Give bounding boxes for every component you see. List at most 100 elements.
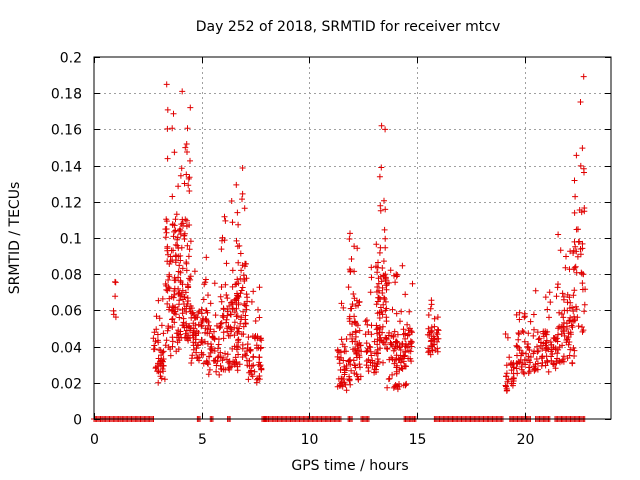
data-point: [390, 384, 397, 391]
data-point: [567, 248, 574, 255]
data-point: [211, 335, 218, 342]
data-point: [392, 279, 399, 286]
data-point: [577, 251, 584, 258]
y-tick-label: 0.02: [51, 377, 82, 393]
data-point: [183, 141, 190, 147]
data-point: [153, 313, 160, 320]
data-point: [246, 363, 253, 370]
data-point: [341, 379, 348, 386]
data-point: [384, 346, 391, 352]
data-point: [219, 357, 226, 364]
data-point: [386, 329, 393, 336]
y-tick-label: 0.2: [60, 51, 82, 67]
data-point: [523, 350, 529, 357]
x-tick-label: 10: [301, 432, 319, 448]
data-point: [339, 383, 346, 390]
data-point: [527, 354, 534, 360]
data-point: [224, 295, 231, 302]
data-point: [338, 300, 345, 307]
data-point: [202, 279, 209, 286]
data-point: [218, 246, 225, 253]
data-point: [376, 309, 383, 316]
data-point: [162, 226, 169, 233]
data-point: [382, 307, 389, 314]
data-point: [211, 280, 218, 287]
data-point: [156, 315, 163, 322]
data-point: [576, 207, 583, 213]
data-point: [374, 325, 381, 332]
data-point: [236, 325, 242, 332]
data-point: [521, 310, 528, 317]
data-point: [381, 226, 388, 233]
data-point: [565, 341, 572, 348]
data-point: [396, 344, 403, 351]
data-point: [542, 347, 549, 354]
data-point: [505, 376, 512, 383]
data-point: [220, 329, 227, 336]
data-point: [571, 287, 578, 294]
data-point: [546, 314, 552, 321]
data-point: [559, 342, 566, 349]
data-point: [382, 235, 389, 242]
chart-title: Day 252 of 2018, SRMTID for receiver mtc…: [196, 19, 501, 35]
data-point: [209, 347, 215, 354]
data-point: [347, 230, 353, 237]
data-point: [560, 293, 567, 300]
data-point: [239, 190, 246, 197]
data-point: [235, 337, 241, 344]
data-point: [183, 260, 190, 267]
data-point: [159, 295, 166, 302]
data-point: [189, 310, 196, 317]
data-point: [542, 362, 549, 369]
data-point: [158, 375, 165, 382]
data-point: [155, 368, 162, 375]
data-point: [555, 231, 562, 238]
data-point: [427, 305, 434, 312]
data-point: [581, 301, 588, 308]
data-point: [233, 305, 240, 312]
data-point: [185, 253, 192, 260]
data-point: [190, 325, 197, 332]
data-point: [203, 307, 210, 314]
data-point: [580, 165, 587, 172]
data-point: [356, 361, 363, 368]
data-point: [379, 290, 386, 296]
data-point: [202, 325, 209, 332]
data-point: [382, 126, 389, 133]
data-point: [165, 277, 172, 283]
data-point: [229, 219, 236, 226]
data-point: [356, 299, 363, 306]
data-point: [535, 360, 541, 367]
data-point: [169, 338, 176, 345]
data-point: [434, 335, 441, 342]
data-point: [190, 332, 197, 339]
data-point: [571, 353, 578, 359]
data-point: [205, 371, 212, 378]
data-point: [556, 309, 563, 316]
data-point: [383, 314, 390, 321]
data-point: [380, 359, 386, 366]
data-point: [365, 329, 372, 335]
data-point: [406, 331, 413, 338]
data-point: [250, 354, 257, 361]
data-point: [409, 280, 416, 287]
data-point: [366, 343, 373, 350]
data-point: [577, 162, 584, 169]
data-point: [243, 260, 249, 267]
data-point: [200, 360, 207, 367]
data-point: [213, 322, 220, 329]
data-point: [163, 337, 170, 344]
data-point: [205, 292, 211, 299]
data-point: [508, 380, 515, 387]
data-point: [215, 345, 221, 352]
data-point: [229, 283, 236, 290]
data-point: [516, 331, 522, 338]
data-point: [223, 319, 230, 326]
data-point: [235, 351, 242, 358]
data-point: [238, 316, 244, 323]
data-point: [156, 346, 163, 353]
data-point: [164, 155, 171, 162]
data-point: [341, 348, 348, 355]
data-point: [164, 245, 171, 252]
data-point: [404, 344, 411, 351]
